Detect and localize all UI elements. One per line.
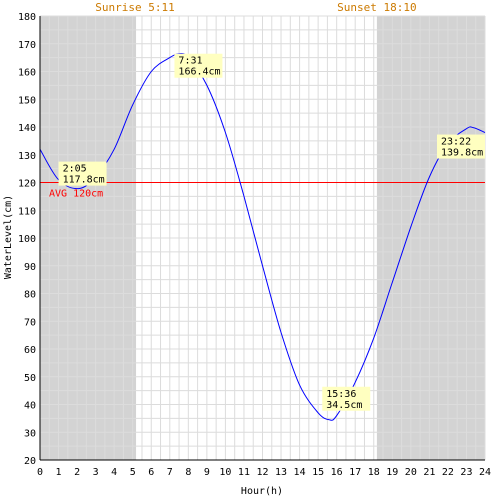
- annotation-value: 139.8cm: [441, 148, 483, 159]
- x-tick-label: 18: [368, 467, 380, 478]
- x-tick-label: 7: [167, 467, 173, 478]
- y-tick-label: 30: [24, 428, 36, 439]
- x-tick-label: 1: [56, 467, 62, 478]
- annotation-time: 15:36: [326, 389, 356, 400]
- y-tick-label: 80: [24, 290, 36, 301]
- x-tick-label: 19: [386, 467, 398, 478]
- y-tick-label: 180: [18, 12, 36, 23]
- y-tick-label: 140: [18, 123, 36, 134]
- x-axis-label: Hour(h): [241, 486, 283, 497]
- y-tick-label: 70: [24, 317, 36, 328]
- x-tick-label: 16: [331, 467, 343, 478]
- x-tick-label: 6: [148, 467, 154, 478]
- x-tick-label: 22: [442, 467, 454, 478]
- annotation-value: 166.4cm: [178, 67, 220, 78]
- x-tick-label: 8: [185, 467, 191, 478]
- x-tick-label: 15: [312, 467, 324, 478]
- annotation-value: 34.5cm: [326, 400, 362, 411]
- x-tick-label: 24: [479, 467, 491, 478]
- sunset-label: Sunset 18:10: [337, 1, 416, 14]
- annotation-box: [437, 134, 485, 159]
- annotation-time: 2:05: [63, 164, 87, 175]
- x-tick-label: 10: [219, 467, 231, 478]
- x-tick-label: 23: [460, 467, 472, 478]
- y-tick-label: 100: [18, 234, 36, 245]
- annotation-box: [174, 53, 223, 78]
- annotation-box: [322, 386, 371, 411]
- series-layer: [39, 53, 486, 421]
- x-tick-label: 0: [37, 467, 43, 478]
- x-tick-label: 3: [93, 467, 99, 478]
- x-tick-label: 9: [204, 467, 210, 478]
- sunrise-label: Sunrise 5:11: [95, 1, 174, 14]
- y-tick-label: 40: [24, 401, 36, 412]
- annotation-value: 117.8cm: [63, 175, 105, 186]
- x-tick-label: 12: [256, 467, 268, 478]
- y-tick-label: 130: [18, 151, 36, 162]
- x-tick-label: 2: [74, 467, 80, 478]
- x-tick-label: 14: [294, 467, 306, 478]
- x-tick-label: 13: [275, 467, 287, 478]
- y-tick-label: 90: [24, 262, 36, 273]
- y-tick-label: 20: [24, 456, 36, 467]
- annotation-time: 23:22: [441, 137, 471, 148]
- y-tick-label: 50: [24, 373, 36, 384]
- x-tick-label: 11: [238, 467, 250, 478]
- y-tick-label: 110: [18, 206, 36, 217]
- annotation-box: [58, 161, 107, 186]
- x-tick-label: 20: [405, 467, 417, 478]
- x-tick-label: 4: [111, 467, 117, 478]
- x-tick-label: 21: [423, 467, 435, 478]
- annotation-time: 7:31: [178, 56, 202, 67]
- y-tick-label: 160: [18, 68, 36, 79]
- x-tick-label: 5: [130, 467, 136, 478]
- average-label: AVG 120cm: [49, 189, 103, 200]
- y-tick-label: 150: [18, 95, 36, 106]
- axes: [39, 16, 485, 461]
- y-tick-label: 60: [24, 345, 36, 356]
- x-tick-label: 17: [349, 467, 361, 478]
- y-tick-label: 120: [18, 179, 36, 190]
- average-line-group: AVG 120cm: [40, 182, 485, 200]
- y-axis-label: WaterLevel(cm): [3, 195, 14, 279]
- tick-labels: 0 1 2 3 4 5 6 7 8 9 10 11 12 13 14 15 16 17 18 19 20 21 22 23 24…: [18, 12, 491, 478]
- water-level-line: [39, 53, 486, 421]
- y-tick-label: 170: [18, 40, 36, 51]
